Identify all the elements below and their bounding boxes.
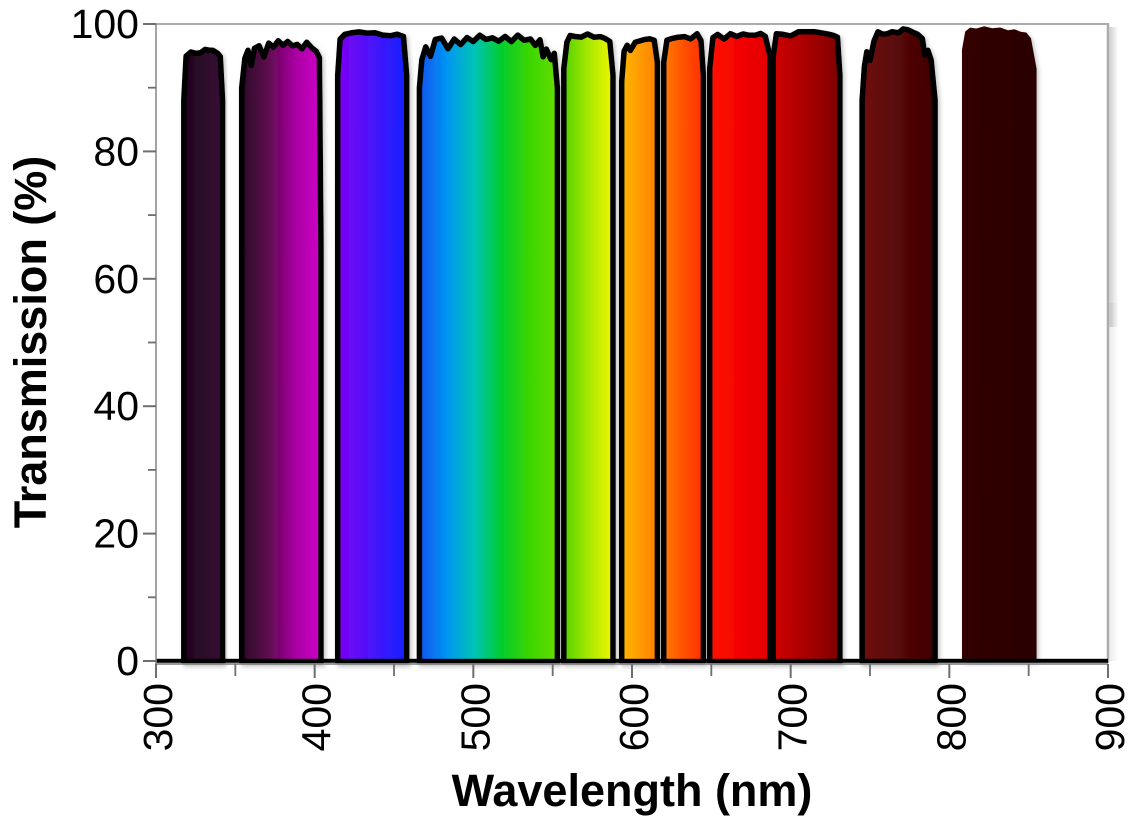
zero-baseline bbox=[156, 658, 1108, 663]
filter-uv-330 bbox=[181, 46, 226, 665]
filter-dark-red-710 bbox=[770, 28, 843, 665]
y-tick-label: 60 bbox=[93, 256, 139, 302]
y-tick-label: 40 bbox=[93, 383, 139, 429]
x-tick-label: 900 bbox=[1087, 683, 1133, 751]
filter-deep-red-767 bbox=[859, 26, 938, 665]
filter-violet-380 bbox=[238, 37, 324, 665]
x-tick-label: 500 bbox=[452, 683, 498, 751]
filter-nir-832 bbox=[962, 26, 1037, 662]
filter-red-667 bbox=[706, 30, 773, 665]
plot-border-layer bbox=[156, 23, 1119, 663]
y-tick-label: 100 bbox=[71, 1, 139, 47]
filter-cyan-green-510 bbox=[416, 32, 561, 665]
y-tick-label: 80 bbox=[93, 128, 139, 174]
y-axis-title: Transmission (%) bbox=[5, 156, 56, 529]
x-tick-label: 600 bbox=[611, 683, 657, 751]
x-tick-label: 300 bbox=[135, 683, 181, 751]
y-tick-label: 20 bbox=[93, 511, 139, 557]
axes-layer: 300 400 500 600 700 800 900 0 20 40 60 80 100 bbox=[71, 1, 1133, 751]
x-tick-label: 800 bbox=[928, 683, 974, 751]
filter-blue-435 bbox=[334, 29, 410, 665]
y-tick-label: 0 bbox=[116, 638, 139, 684]
x-tick-label: 700 bbox=[770, 683, 816, 751]
plot-shadow-right-lower bbox=[1109, 303, 1119, 661]
filter-orange-605 bbox=[618, 36, 661, 665]
filter-orange-red-632 bbox=[660, 30, 707, 665]
plot-shadow-right-upper bbox=[1109, 27, 1119, 327]
filter-bands-layer bbox=[156, 26, 1108, 665]
x-tick-label: 400 bbox=[294, 683, 340, 751]
filter-green-yellow-570 bbox=[561, 31, 616, 665]
x-axis-title: Wavelength (nm) bbox=[452, 765, 813, 816]
